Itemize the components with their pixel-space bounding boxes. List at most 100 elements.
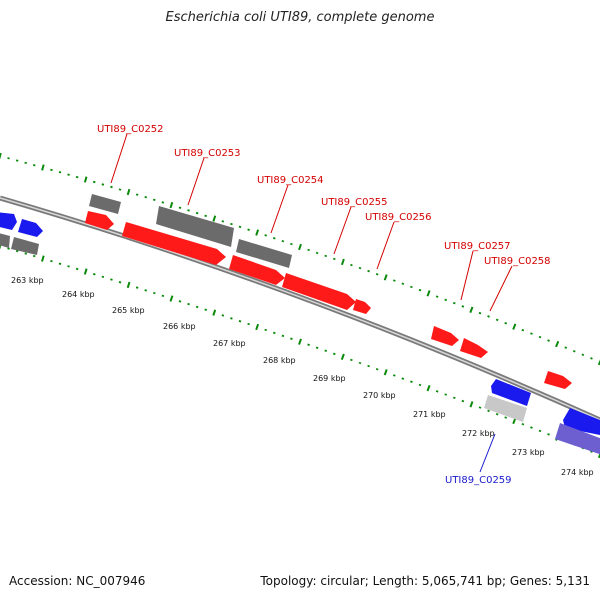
scale-tick (478, 406, 482, 409)
scale-tick (426, 384, 431, 392)
gene-label[interactable]: UTI89_C0252 (97, 124, 164, 135)
scale-tick (204, 214, 208, 218)
scale-tick (324, 349, 328, 352)
scale-tick (24, 252, 28, 255)
gene-feature[interactable] (236, 239, 292, 268)
scale-tick (187, 209, 190, 212)
scale-tick (332, 257, 336, 261)
kbp-label: 271 kbp (413, 410, 446, 419)
gene-feature[interactable] (431, 326, 459, 346)
scale-tick (212, 215, 217, 222)
scale-tick (272, 331, 276, 335)
kbp-labels: 263 kbp 264 kbp 265 kbp 266 kbp 267 kbp … (11, 276, 594, 477)
scale-tick (469, 306, 474, 313)
scale-tick (426, 290, 431, 297)
scale-tick (281, 334, 285, 338)
scale-tick (178, 300, 182, 303)
backbone-inner (0, 197, 600, 421)
scale-tick (597, 452, 600, 459)
scale-tick (367, 269, 370, 273)
gene-feature[interactable] (353, 299, 371, 314)
scale-tick (247, 228, 250, 231)
scale-tick (521, 328, 525, 332)
kbp-label: 267 kbp (213, 339, 246, 348)
kbp-label: 266 kbp (163, 322, 196, 331)
scale-tick (152, 198, 156, 201)
scale-tick (487, 315, 490, 318)
inner-tick-track (0, 242, 600, 459)
map-title: Escherichia coli UTI89, complete genome (165, 10, 435, 25)
scale-tick (401, 282, 405, 286)
gene-feature[interactable] (0, 212, 17, 230)
gene-feature[interactable] (85, 211, 114, 230)
scale-tick (204, 308, 208, 311)
scale-tick (461, 399, 465, 403)
scale-tick (452, 396, 456, 399)
scale-tick (264, 328, 268, 332)
gene-label[interactable]: UTI89_C0255 (321, 197, 388, 208)
scale-tick (169, 201, 174, 209)
scale-tick (597, 359, 600, 366)
scale-tick (392, 374, 396, 377)
scale-tick (547, 433, 550, 436)
gene-feature[interactable] (89, 194, 121, 214)
scale-tick (118, 280, 122, 284)
gene-feature[interactable] (229, 255, 285, 285)
gene-feature[interactable] (0, 232, 10, 248)
scale-tick (101, 183, 105, 186)
scale-tick (161, 201, 165, 204)
scale-tick (195, 305, 199, 309)
scale-tick (75, 267, 79, 271)
gene-labels: UTI89_C0252 UTI89_C0253 UTI89_C0254 UTI8… (97, 124, 551, 486)
gene-feature[interactable] (18, 219, 43, 237)
scale-tick (101, 275, 105, 279)
leader-line (110, 133, 128, 184)
scale-tick (495, 318, 499, 322)
scale-tick (178, 206, 182, 209)
scale-tick (221, 314, 225, 317)
gene-feature[interactable] (555, 423, 600, 456)
scale-tick (418, 383, 422, 387)
gene-feature[interactable] (460, 338, 488, 358)
gene-label[interactable]: UTI89_C0256 (365, 212, 432, 223)
scale-tick (50, 259, 53, 263)
kbp-label: 269 kbp (313, 374, 346, 383)
scale-tick (118, 188, 122, 191)
gene-feature[interactable] (122, 222, 226, 265)
scale-tick (547, 339, 550, 342)
scale-tick (444, 393, 448, 396)
scale-tick (315, 251, 319, 255)
gene-feature[interactable] (491, 379, 531, 406)
gene-label[interactable]: UTI89_C0257 (444, 241, 511, 252)
scale-tick (324, 254, 328, 258)
scale-tick (461, 305, 465, 308)
scale-tick (67, 173, 70, 176)
scale-tick (298, 338, 302, 345)
scale-tick (504, 416, 508, 419)
gene-feature[interactable] (282, 273, 356, 310)
scale-tick (144, 289, 148, 292)
gene-label[interactable]: UTI89_C0259 (445, 475, 512, 486)
scale-tick (75, 175, 79, 179)
leader-line (489, 265, 513, 312)
gene-label[interactable]: UTI89_C0254 (257, 175, 324, 186)
scale-tick (332, 352, 336, 356)
scale-tick (230, 317, 233, 320)
gene-feature[interactable] (484, 395, 527, 422)
scale-tick (92, 180, 96, 184)
scale-tick (126, 281, 131, 289)
scale-tick (521, 422, 525, 426)
scale-tick (383, 369, 388, 376)
gene-feature[interactable] (156, 206, 234, 247)
scale-tick (67, 265, 70, 268)
gene-label[interactable]: UTI89_C0258 (484, 256, 551, 267)
gene-feature[interactable] (11, 237, 39, 255)
gene-label[interactable]: UTI89_C0253 (174, 148, 241, 159)
scale-tick (298, 243, 302, 251)
gene-feature[interactable] (544, 371, 572, 389)
scale-tick (358, 361, 362, 365)
scale-tick (161, 294, 165, 298)
scale-tick (530, 426, 533, 429)
